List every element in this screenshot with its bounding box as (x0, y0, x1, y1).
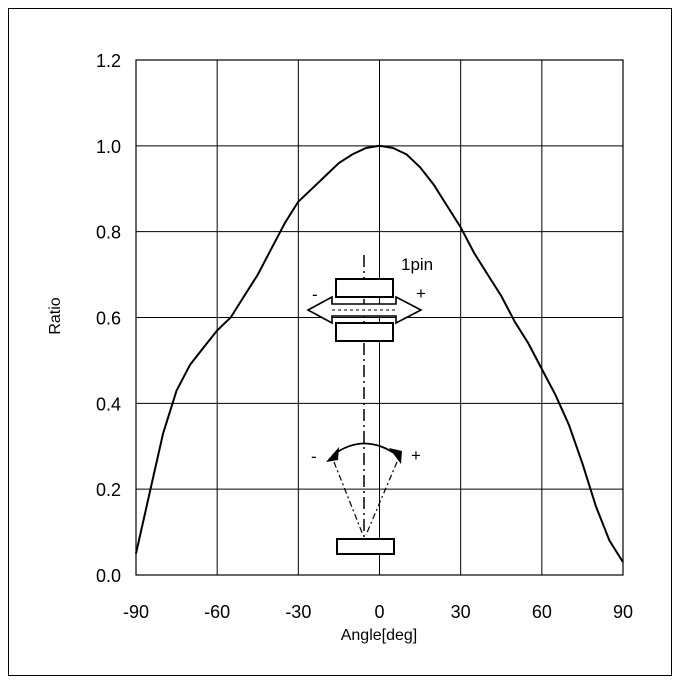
y-tick-label: 0.8 (96, 223, 121, 243)
rotation-arc (332, 442, 398, 456)
tilt-dash-left (333, 461, 364, 536)
x-tick-label: -90 (123, 602, 149, 622)
x-tick-labels: -90 -60 -30 0 30 60 90 (123, 602, 633, 622)
y-tick-label: 0.0 (96, 566, 121, 586)
arc-arrowhead-right-icon (389, 448, 402, 464)
tilt-dash-right (365, 461, 398, 536)
sensor-top-block (335, 278, 394, 298)
sensor-bottom-block (335, 322, 394, 342)
arc-arrowhead-left-icon (326, 447, 339, 462)
y-tick-label: 0.6 (96, 309, 121, 329)
pin-label: 1pin (401, 255, 433, 274)
y-tick-labels: 0.0 0.2 0.4 0.6 0.8 1.0 1.2 (96, 51, 121, 586)
y-tick-label: 0.2 (96, 480, 121, 500)
y-tick-label: 1.0 (96, 137, 121, 157)
sensor-base-block (336, 538, 395, 555)
x-tick-label: 90 (613, 602, 633, 622)
y-tick-label: 0.4 (96, 394, 121, 414)
tilt-plus-label: + (411, 446, 421, 465)
tilt-minus-label: - (311, 447, 317, 466)
x-axis-label: Angle[deg] (341, 627, 418, 644)
x-tick-label: 0 (374, 602, 384, 622)
x-tick-label: 60 (532, 602, 552, 622)
plot-area-border (135, 59, 624, 576)
sensor-diagram (306, 255, 423, 555)
grid (136, 60, 623, 575)
rotation-minus-label: - (312, 285, 318, 304)
rotation-plus-label: + (416, 284, 426, 303)
x-tick-label: -60 (204, 602, 230, 622)
x-tick-label: -30 (285, 602, 311, 622)
y-tick-label: 1.2 (96, 51, 121, 71)
x-tick-label: 30 (451, 602, 471, 622)
y-axis-label: Ratio (47, 297, 64, 334)
series-line (135, 144, 624, 563)
